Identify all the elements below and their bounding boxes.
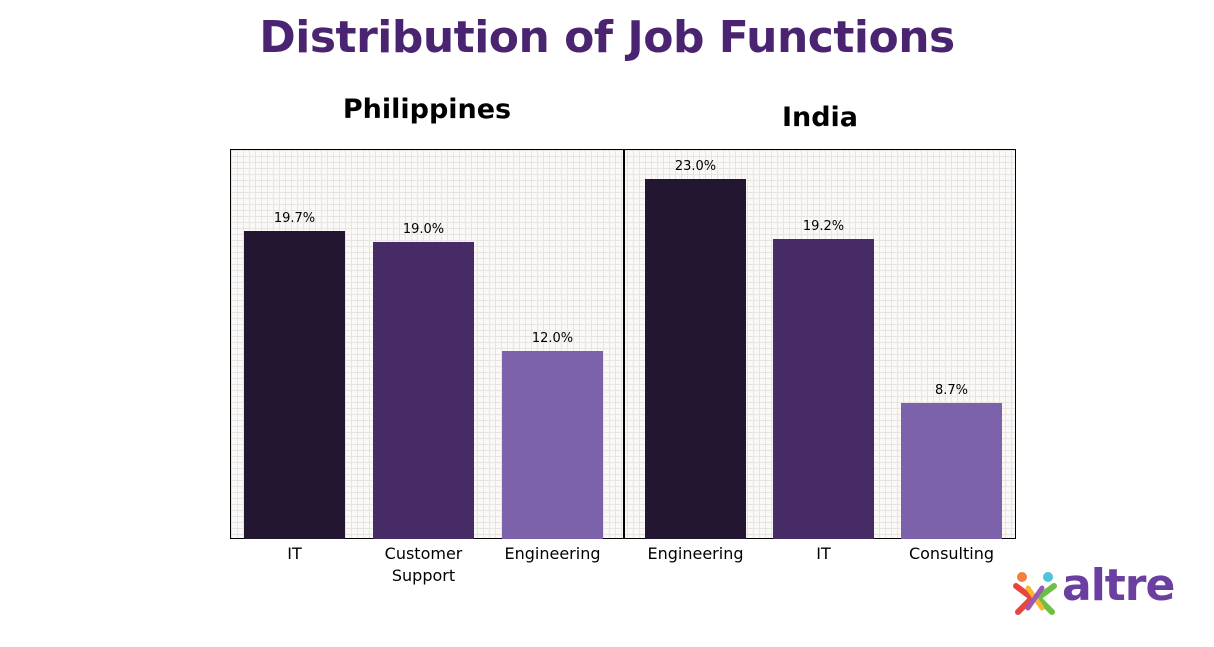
bar-engineering (645, 179, 746, 539)
panel-title-philippines: Philippines (342, 94, 512, 125)
panel-divider (623, 149, 625, 539)
bar-it (244, 230, 345, 539)
category-label: Engineering (504, 544, 601, 563)
bar-value-label: 12.0% (531, 331, 574, 347)
bar-consulting (901, 402, 1002, 539)
bar-value-label: 19.2% (802, 218, 845, 234)
altre-logo-icon (1013, 572, 1057, 615)
category-label: IT (816, 544, 831, 563)
chart-title: Distribution of Job Functions (259, 12, 955, 63)
bar-it (773, 238, 874, 539)
bar-customer-support (373, 241, 474, 539)
altre-logo: altre (1010, 560, 1175, 618)
brand-name: altre (1062, 560, 1175, 611)
panel-title-india: India (781, 102, 859, 133)
bar-value-label: 19.7% (273, 210, 316, 226)
category-label: IT (287, 544, 302, 563)
bar-engineering (502, 351, 603, 539)
category-label: Engineering (647, 544, 744, 563)
bar-value-label: 23.0% (674, 159, 717, 175)
category-label: Consulting (908, 544, 995, 563)
category-label: Customer Support (384, 544, 463, 585)
bar-value-label: 19.0% (402, 221, 445, 237)
bar-value-label: 8.7% (934, 382, 969, 398)
